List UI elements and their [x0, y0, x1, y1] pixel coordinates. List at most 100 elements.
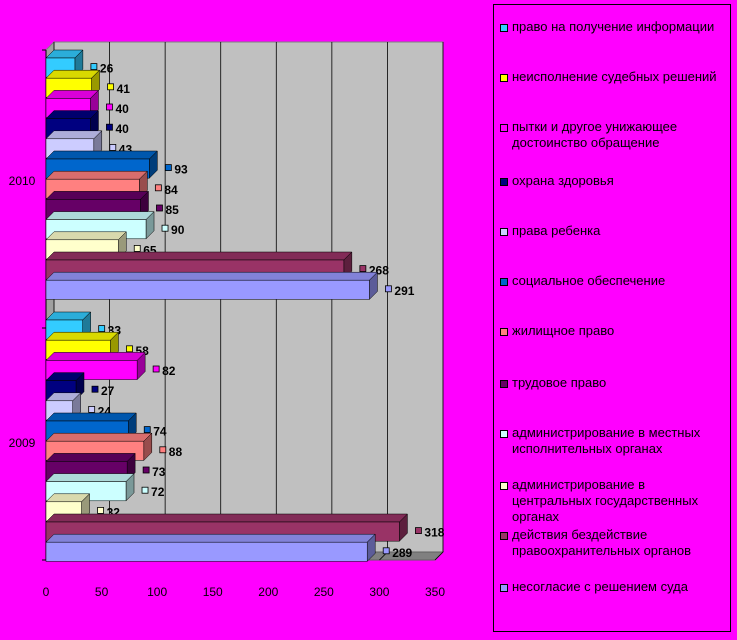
bar-top	[45, 231, 127, 241]
legend-item: действия бездействие правоохранительных …	[498, 527, 728, 559]
data-label: 93	[174, 163, 188, 177]
bar-top	[45, 331, 120, 341]
bar-top	[45, 69, 101, 79]
legend-item: права ребенка	[498, 223, 728, 239]
data-label-marker	[107, 83, 114, 91]
legend-item: трудовое право	[498, 375, 728, 391]
legend-swatch	[500, 124, 508, 132]
data-label: 291	[394, 284, 414, 298]
bar-top	[45, 251, 353, 261]
legend-item: администрирование в местных исполнительн…	[498, 425, 728, 457]
bar	[45, 541, 368, 562]
x-tick-label: 0	[43, 585, 50, 599]
legend-label: администрирование в местных исполнительн…	[512, 425, 701, 456]
data-label: 41	[117, 82, 131, 96]
x-tick-label: 200	[258, 585, 278, 599]
legend-swatch	[500, 584, 508, 592]
bar-top	[45, 150, 158, 160]
legend-item: несогласие с решением суда	[498, 579, 728, 595]
legend-swatch	[500, 430, 508, 438]
bar-top	[45, 513, 409, 523]
category-label: 2010	[9, 174, 36, 188]
data-label-marker	[142, 466, 150, 474]
bar-top	[45, 170, 148, 180]
legend-label: охрана здоровья	[512, 173, 614, 188]
data-label-marker	[152, 365, 160, 373]
legend-swatch	[500, 482, 508, 490]
bar-top	[45, 191, 150, 200]
data-label: 40	[115, 102, 129, 116]
x-tick-label: 250	[314, 585, 334, 599]
data-label-marker	[161, 224, 169, 232]
x-tick-label: 300	[369, 585, 389, 599]
legend-label: жилищное право	[512, 323, 615, 338]
data-label: 73	[152, 465, 166, 479]
legend-item: право на получение информации	[498, 19, 728, 35]
data-label-marker	[415, 527, 422, 534]
data-label: 318	[424, 526, 444, 540]
legend-item: социальное обеспечение	[498, 273, 728, 289]
bar-top	[45, 473, 135, 482]
legend-swatch	[500, 278, 508, 286]
bar-top	[45, 453, 136, 462]
bar-top	[45, 271, 379, 281]
bar-top	[45, 110, 100, 119]
legend-swatch	[500, 380, 508, 388]
data-label-marker	[88, 405, 96, 413]
x-tick-label: 50	[95, 585, 109, 599]
legend-swatch	[500, 178, 508, 186]
bar	[45, 279, 370, 300]
bar-top	[45, 130, 103, 140]
data-label-marker	[98, 325, 106, 333]
legend-item: охрана здоровья	[498, 173, 728, 189]
bar-top	[45, 412, 137, 422]
legend-label: неисполнение судебных решений	[512, 69, 717, 84]
legend-item: жилищное право	[498, 323, 728, 339]
data-label-marker	[109, 143, 117, 151]
data-label-marker	[156, 204, 163, 212]
legend-swatch	[500, 24, 508, 32]
legend-label: права ребенка	[512, 223, 601, 238]
bar-top	[45, 90, 100, 99]
data-label: 26	[100, 62, 114, 76]
data-label-marker	[143, 426, 151, 434]
data-label: 289	[392, 546, 412, 560]
data-label-marker	[385, 285, 392, 293]
data-label: 72	[151, 485, 165, 499]
legend-swatch	[500, 328, 508, 336]
bar-top	[45, 432, 153, 442]
data-label: 40	[115, 122, 129, 136]
legend-label: пытки и другое унижающее достоинство обр…	[512, 119, 678, 150]
bar-chart: 0 50 100 150 200 250 300 3502010264140404393848…	[9, 40, 445, 599]
legend-label: социальное обеспечение	[512, 273, 666, 288]
legend-swatch	[500, 74, 508, 82]
legend-label: право на получение информации	[512, 19, 715, 34]
data-label: 88	[169, 445, 183, 459]
data-label: 27	[101, 384, 115, 398]
gridline-depth	[434, 551, 444, 561]
data-label: 74	[153, 425, 167, 439]
data-label: 84	[164, 183, 178, 197]
bar-top	[45, 352, 146, 361]
legend-item: неисполнение судебных решений	[498, 69, 728, 85]
category-label: 2009	[9, 436, 36, 450]
data-label-marker	[141, 486, 149, 494]
bar-top	[45, 533, 376, 543]
data-label-marker	[106, 123, 113, 131]
data-label-marker	[106, 103, 113, 111]
x-tick-label: 350	[425, 585, 445, 599]
legend-label: трудовое право	[512, 375, 607, 390]
data-label-marker	[91, 385, 99, 393]
data-label-marker	[359, 265, 367, 273]
x-tick-label: 100	[147, 585, 167, 599]
x-tick-label: 150	[203, 585, 223, 599]
legend-swatch	[500, 228, 508, 236]
chart-legend: право на получение информации неисполнени…	[493, 4, 731, 632]
data-label-marker	[154, 184, 162, 192]
legend-swatch	[500, 532, 508, 540]
data-label-marker	[133, 244, 141, 252]
data-label-marker	[382, 547, 390, 555]
data-label: 82	[162, 364, 176, 378]
bar-top	[45, 211, 155, 220]
legend-item: пытки и другое унижающее достоинство обр…	[498, 119, 728, 151]
